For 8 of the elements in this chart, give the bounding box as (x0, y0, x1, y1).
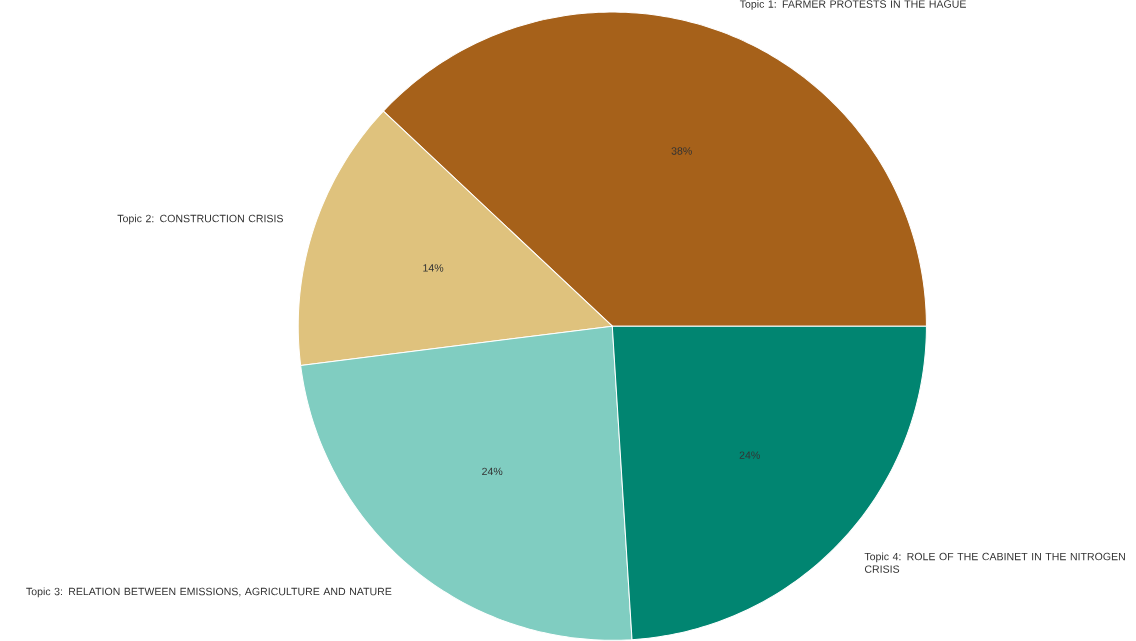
data-label: 14% (423, 264, 444, 272)
slice-label: Topic 4: ROLE OF THE CABINET IN THE NITROGEN CRISIS (864, 552, 1125, 573)
data-label: 24% (739, 451, 760, 460)
slice-label: Topic 3: RELATION BETWEEN EMISSIONS, AGRICULTURE AND NATURE (26, 587, 392, 598)
data-label: 24% (482, 467, 503, 476)
data-label: 38% (671, 147, 692, 155)
slice-label: Topic 1: FARMER PROTESTS IN THE HAGUE (739, 0, 966, 10)
slice-label: Topic 2: CONSTRUCTION CRISIS (117, 214, 283, 225)
